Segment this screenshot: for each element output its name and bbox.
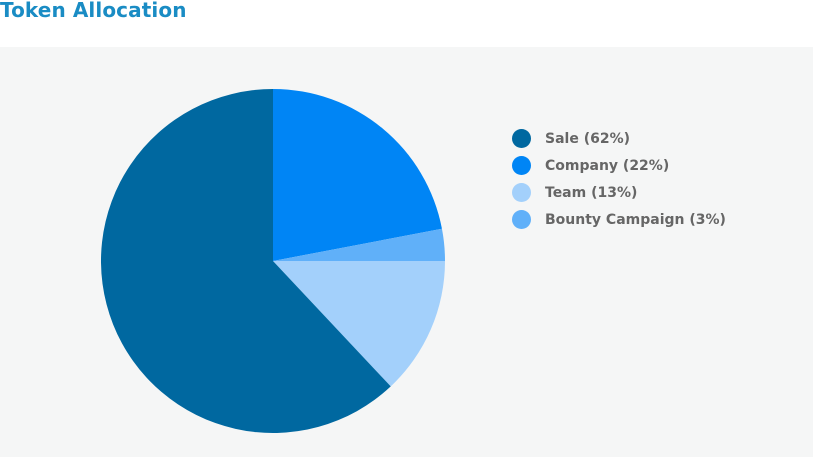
pie-slice-company[interactable] — [273, 89, 442, 261]
legend-label: Sale (62%) — [545, 130, 631, 147]
legend-item-team[interactable]: Team (13%) — [512, 179, 726, 206]
legend-item-sale[interactable]: Sale (62%) — [512, 125, 726, 152]
legend-item-company[interactable]: Company (22%) — [512, 152, 726, 179]
chart-panel: Sale (62%) Company (22%) Team (13%) Bounty … — [0, 47, 813, 457]
pie-slice-bounty-campaign[interactable] — [273, 228, 445, 261]
page-title: Token Allocation — [0, 0, 187, 22]
chart-legend: Sale (62%) Company (22%) Team (13%) Bounty … — [512, 125, 726, 233]
pie-slice-team[interactable] — [273, 261, 445, 387]
pie-chart — [100, 89, 445, 433]
legend-swatch-icon — [512, 156, 531, 175]
legend-item-bounty-campaign[interactable]: Bounty Campaign (3%) — [512, 206, 726, 233]
legend-swatch-icon — [512, 210, 531, 229]
legend-label: Team (13%) — [545, 184, 638, 201]
legend-label: Company (22%) — [545, 157, 670, 174]
legend-swatch-icon — [512, 129, 531, 148]
pie-slice-sale[interactable] — [100, 89, 391, 433]
legend-label: Bounty Campaign (3%) — [545, 211, 726, 228]
legend-swatch-icon — [512, 183, 531, 202]
